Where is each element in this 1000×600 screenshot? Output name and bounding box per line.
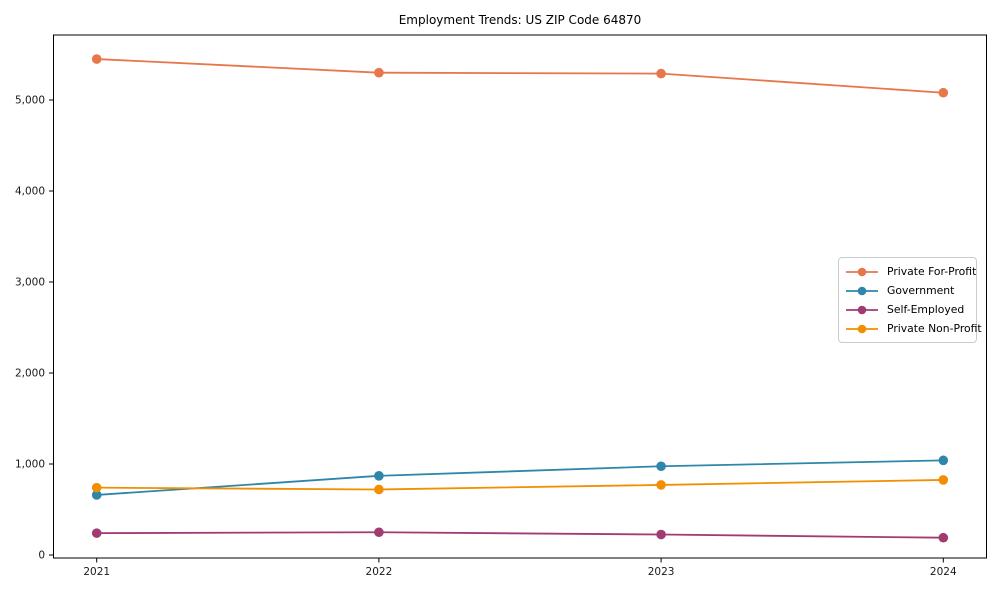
point-self-employed-2023 [656, 529, 666, 540]
point-private-non-profit-2021 [91, 482, 102, 493]
legend-item-self-employed: Self-Employed [845, 301, 970, 319]
point-self-employed-2024 [938, 532, 949, 543]
point-government-2024 [938, 455, 949, 466]
x-tick-label: 2021 [83, 566, 110, 578]
y-tick-label: 5,000 [15, 95, 45, 107]
point-government-2022 [374, 471, 384, 481]
legend-line-marker-icon [846, 324, 878, 333]
point-private-non-profit-2022 [374, 484, 384, 495]
point-private-for-profit-2022 [374, 67, 384, 78]
line-government [96, 459, 944, 496]
line-private-for-profit [96, 58, 944, 94]
y-tick-label: 3,000 [15, 277, 45, 289]
line-private-non-profit [96, 479, 944, 491]
legend-line-marker-icon [846, 267, 878, 276]
point-government-2023 [656, 461, 666, 472]
legend-label: Private Non-Profit [887, 322, 982, 335]
y-tick-label: 0 [38, 550, 45, 562]
point-private-for-profit-2021 [91, 54, 102, 64]
point-government-2021 [91, 490, 102, 500]
point-self-employed-2022 [374, 527, 384, 538]
legend-label: Private For-Profit [887, 265, 977, 278]
x-tick-label: 2024 [930, 566, 957, 578]
chart-title: Employment Trends: US ZIP Code 64870 [398, 13, 642, 27]
legend-line-marker-icon [846, 305, 878, 314]
point-private-non-profit-2024 [938, 475, 949, 485]
point-private-for-profit-2024 [938, 87, 949, 98]
line-self-employed [96, 531, 944, 539]
legend-item-private-for-profit: Private For-Profit [845, 263, 976, 281]
point-private-for-profit-2023 [656, 68, 666, 79]
legend: Private For-Profit Government Self-Employe… [838, 257, 982, 343]
x-tick-label: 2023 [648, 566, 675, 578]
point-private-non-profit-2023 [656, 480, 666, 490]
legend-item-private-non-profit: Private Non-Profit [845, 320, 982, 338]
point-self-employed-2021 [91, 528, 102, 538]
axes-spines [53, 34, 987, 559]
y-tick-label: 4,000 [15, 186, 45, 198]
legend-line-marker-icon [846, 286, 878, 295]
legend-label: Self-Employed [887, 303, 965, 316]
y-tick-label: 1,000 [15, 459, 45, 471]
legend-label: Government [887, 284, 955, 297]
y-tick-label: 2,000 [15, 368, 45, 380]
legend-item-government: Government [845, 282, 970, 300]
x-tick-label: 2022 [366, 566, 393, 578]
